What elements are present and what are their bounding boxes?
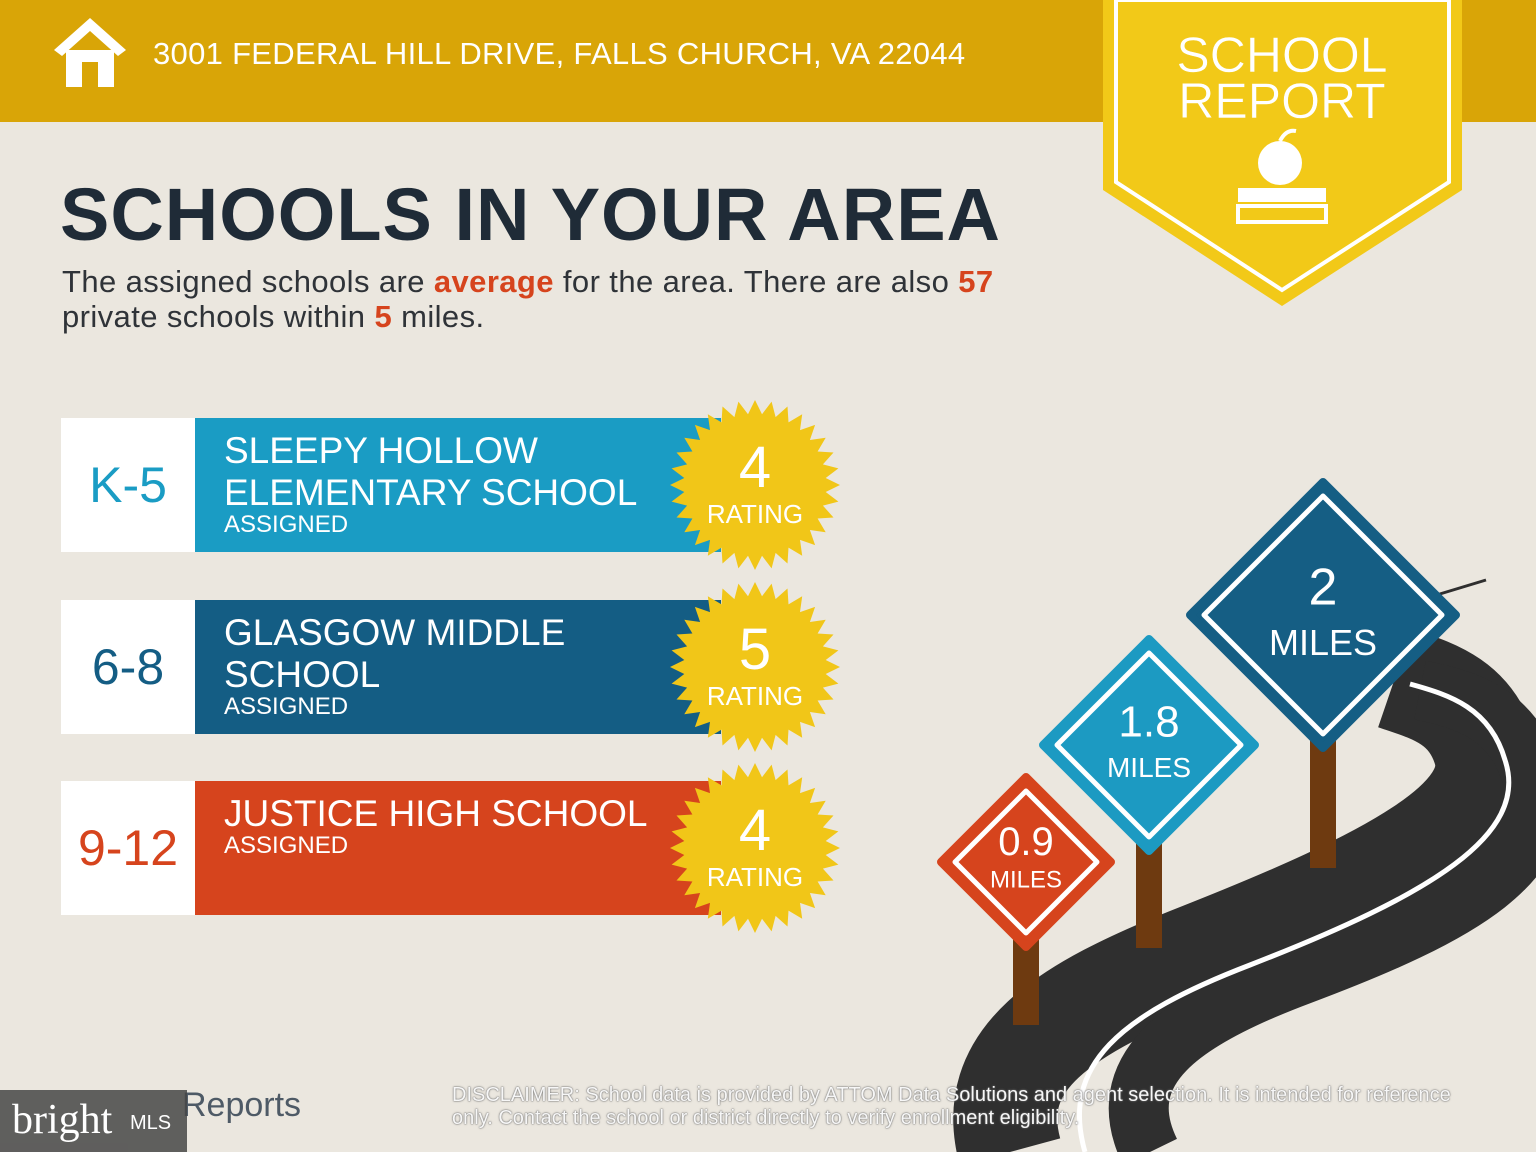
badge [1103,0,1462,306]
school-row: 6-8 GLASGOW MIDDLE SCHOOL ASSIGNED [61,600,721,734]
rating-label: RATING [707,681,803,711]
distance: 1.8 [1118,698,1179,747]
sign-border [1054,650,1244,840]
home-icon [54,18,126,87]
status: ASSIGNED [224,832,349,859]
school-name: SCHOOL [224,654,381,695]
rating-seal [670,400,840,570]
rating-label: RATING [707,862,803,892]
rating-label: RATING [707,499,803,529]
rating: 5 [739,617,771,682]
distance-unit: MILES [990,867,1062,894]
disclaimer-label: DISCLAIMER: [452,1084,580,1106]
rating: 4 [739,435,771,500]
school-name: SLEEPY HOLLOW [224,430,538,471]
rating-seal [670,582,840,752]
badge-title: REPORT [1178,73,1385,129]
school-row: K-5 SLEEPY HOLLOW ELEMENTARY SCHOOL ASSIGNE… [61,418,721,552]
summary-text: The assigned schools are [62,264,425,299]
distance-unit: MILES [1107,752,1191,783]
school-band: JUSTICE HIGH SCHOOL ASSIGNED [195,781,721,915]
radius: 5 [374,299,393,334]
summary-text: miles. [401,299,485,334]
school-band: SLEEPY HOLLOW ELEMENTARY SCHOOL ASSIGNED [195,418,721,552]
summary-text: private schools within [62,299,366,334]
grade: 6-8 [61,600,195,734]
summary-text: for the area. There are also [562,264,950,299]
sign [1186,478,1460,752]
school-name: ELEMENTARY SCHOOL [224,472,638,513]
grade: 9-12 [61,781,195,915]
sign-border [952,788,1100,936]
watermark-name: bright [12,1097,113,1143]
watermark-suffix: MLS [130,1112,172,1134]
quality: average [433,264,554,299]
status: ASSIGNED [224,511,349,538]
school-row: 9-12 JUSTICE HIGH SCHOOL ASSIGNED [61,781,721,915]
road [953,578,1536,1152]
summary: The assigned schools are average for the… [62,264,1102,334]
brand: Reports [182,1086,302,1124]
distance: 0.9 [998,820,1054,864]
distance-unit: MILES [1269,622,1377,663]
rating: 4 [739,798,771,863]
school-band: GLASGOW MIDDLE SCHOOL ASSIGNED [195,600,721,734]
watermark: bright MLS [0,1090,187,1152]
private-count: 57 [958,264,994,299]
school-name: JUSTICE HIGH SCHOOL [224,793,648,834]
heading: SCHOOLS IN YOUR AREA [60,173,1001,256]
badge-title: SCHOOL [1176,27,1387,83]
grade: K-5 [61,418,195,552]
distance: 2 [1309,558,1338,616]
disclaimer: DISCLAIMER: School data is provided by A… [452,1084,1462,1130]
sign [937,773,1115,951]
distance-signs: 0.9 MILES 1.8 MILES 2 MILES [937,478,1460,1025]
sign [1039,635,1259,855]
sign-border [1201,493,1445,737]
address: 3001 FEDERAL HILL DRIVE, FALLS CHURCH, V… [153,36,966,71]
school-name: GLASGOW MIDDLE [224,612,566,653]
rating-seal [670,763,840,933]
status: ASSIGNED [224,693,349,720]
disclaimer-text: School data is provided by ATTOM Data So… [452,1084,1451,1129]
